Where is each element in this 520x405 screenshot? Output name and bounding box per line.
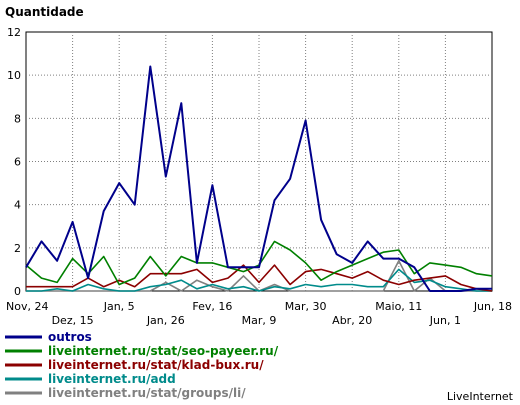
series-line [26,268,492,292]
x-tick-label: Jun, 18 [473,300,512,313]
y-tick-label: 2 [14,242,21,255]
y-tick-label: 4 [14,199,21,212]
x-tick-label: Fev, 16 [192,300,232,313]
series-line [25,65,492,292]
y-tick-label: 8 [14,112,21,125]
series-lines [25,65,493,292]
series-line [26,264,493,292]
x-tick-label: Mar, 9 [242,314,277,327]
legend-label: liveinternet.ru/stat/seo-payeer.ru/ [48,344,279,358]
x-tick-label: Jan, 5 [103,300,135,313]
gridlines [26,32,492,291]
y-tick-label: 12 [7,26,21,39]
x-tick-label: Maio, 11 [375,300,422,313]
legend-label: liveinternet.ru/add [48,372,176,386]
x-tick-label: Dez, 15 [52,314,94,327]
y-axis-ticks: 0 2 4 6 8 10 12 [7,26,21,298]
legend-label: liveinternet.ru/stat/groups/li/ [48,386,246,400]
y-tick-label: 6 [14,156,21,169]
x-tick-label: Jan, 26 [146,314,185,327]
x-tick-label: Nov, 24 [6,300,48,313]
legend-label: outros [48,330,92,344]
legend: outrosliveinternet.ru/stat/seo-payeer.ru… [5,330,279,400]
y-tick-label: 0 [14,285,21,298]
x-tick-label: Abr, 20 [332,314,372,327]
x-axis-ticks: Nov, 24 Dez, 15 Jan, 5 Jan, 26 Fev, 16 Mar, 9… [6,300,512,327]
brand-label: LiveInternet [447,390,514,403]
y-tick-label: 10 [7,69,21,82]
x-tick-label: Jun, 1 [429,314,461,327]
x-tick-label: Mar, 30 [285,300,327,313]
legend-label: liveinternet.ru/stat/klad-bux.ru/ [48,358,264,372]
chart-title: Quantidade [5,5,84,19]
